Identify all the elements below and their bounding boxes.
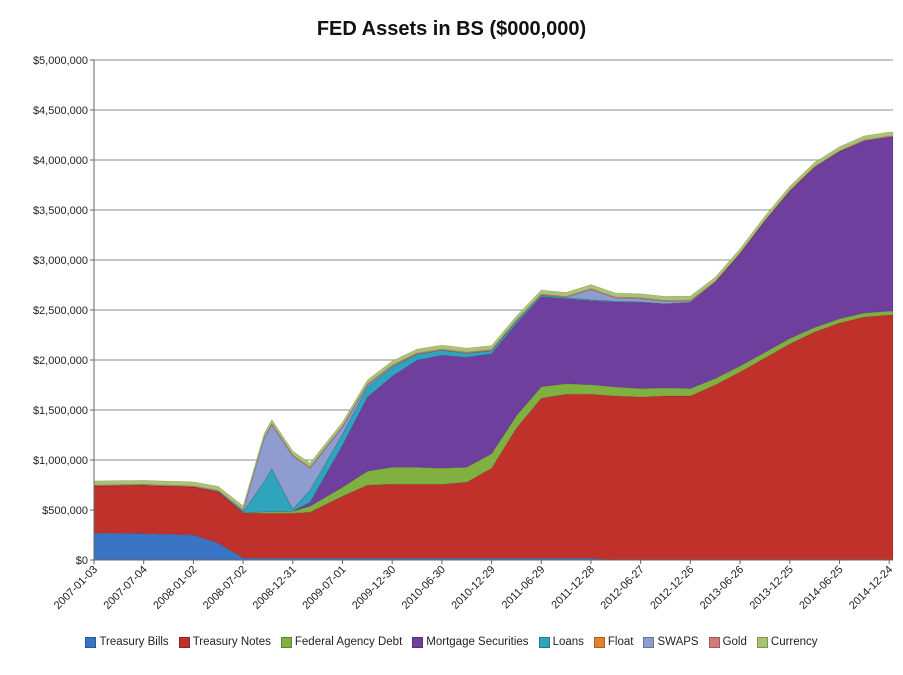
y-tick-label: $5,000,000 xyxy=(33,55,88,67)
legend-label: Loans xyxy=(552,636,584,648)
x-tick-label: 2012-12-26 xyxy=(648,564,696,612)
y-tick-label: $4,500,000 xyxy=(33,105,88,117)
x-tick-label: 2009-07-01 xyxy=(300,564,348,612)
x-tick-label: 2014-12-24 xyxy=(847,564,895,612)
legend: Treasury Bills Treasury Notes Federal Agen… xyxy=(0,636,903,648)
chart-title: FED Assets in BS ($000,000) xyxy=(316,18,587,40)
area-series-currency xyxy=(93,131,894,511)
x-tick-label: 2013-06-26 xyxy=(698,564,746,612)
y-tick-label: $2,500,000 xyxy=(33,305,88,317)
legend-label: Currency xyxy=(770,636,818,648)
y-tick-label: $3,500,000 xyxy=(33,205,88,217)
y-tick-label: $4,000,000 xyxy=(33,155,88,167)
x-tick-label: 2009-12-30 xyxy=(350,564,398,612)
y-tick-label: $2,000,000 xyxy=(33,355,88,367)
x-tick-label: 2013-12-25 xyxy=(748,564,796,612)
y-tick-label: $0 xyxy=(76,555,88,567)
legend-swatch xyxy=(178,636,190,648)
legend-swatch xyxy=(756,636,768,648)
x-tick-label: 2007-01-03 xyxy=(52,564,100,612)
legend-swatch xyxy=(412,636,424,648)
legend-item: Treasury Notes xyxy=(178,636,271,648)
x-tick-label: 2014-06-25 xyxy=(797,564,845,612)
legend-item: Treasury Bills xyxy=(85,636,169,648)
x-tick-label: 2008-07-02 xyxy=(201,564,249,612)
legend-label: SWAPS xyxy=(657,636,699,648)
legend-label: Mortgage Securities xyxy=(426,636,529,648)
x-tick-label: 2010-12-29 xyxy=(449,564,497,612)
legend-label: Float xyxy=(607,636,634,648)
legend-item: Loans xyxy=(538,636,584,648)
x-tick-label: 2011-12-28 xyxy=(549,564,597,612)
x-tick-label: 2007-07-04 xyxy=(102,564,150,612)
x-tick-label: 2008-01-02 xyxy=(151,564,199,612)
legend-item: Gold xyxy=(708,636,747,648)
y-tick-label: $1,000,000 xyxy=(33,455,88,467)
legend-swatch xyxy=(593,636,605,648)
legend-swatch xyxy=(280,636,292,648)
y-tick-label: $3,000,000 xyxy=(33,255,88,267)
legend-item: SWAPS xyxy=(643,636,699,648)
legend-label: Treasury Bills xyxy=(99,636,169,648)
legend-swatch xyxy=(85,636,97,648)
y-tick-label: $500,000 xyxy=(42,505,88,517)
legend-item: Float xyxy=(593,636,634,648)
y-tick-label: $1,500,000 xyxy=(33,405,88,417)
legend-item: Federal Agency Debt xyxy=(280,636,403,648)
legend-label: Treasury Notes xyxy=(192,636,271,648)
x-tick-label: 2011-06-29 xyxy=(500,564,548,612)
x-tick-label: 2010-06-30 xyxy=(400,564,448,612)
x-tick-labels: 2007-01-03 2007-07-04 2008-01-02 2008-07-02… xyxy=(52,564,895,612)
legend-swatch xyxy=(708,636,720,648)
legend-swatch xyxy=(538,636,550,648)
stacked-areas xyxy=(93,131,894,561)
legend-item: Currency xyxy=(756,636,818,648)
y-tick-labels: $0 $500,000 $1,000,000 $1,500,000 $2,000,000… xyxy=(33,55,88,567)
legend-label: Gold xyxy=(722,636,747,648)
x-tick-label: 2008-12-31 xyxy=(251,564,299,612)
legend-item: Mortgage Securities xyxy=(412,636,529,648)
legend-swatch xyxy=(643,636,655,648)
axes xyxy=(90,59,893,564)
legend-label: Federal Agency Debt xyxy=(294,636,403,648)
x-tick-label: 2012-06-27 xyxy=(599,564,647,612)
